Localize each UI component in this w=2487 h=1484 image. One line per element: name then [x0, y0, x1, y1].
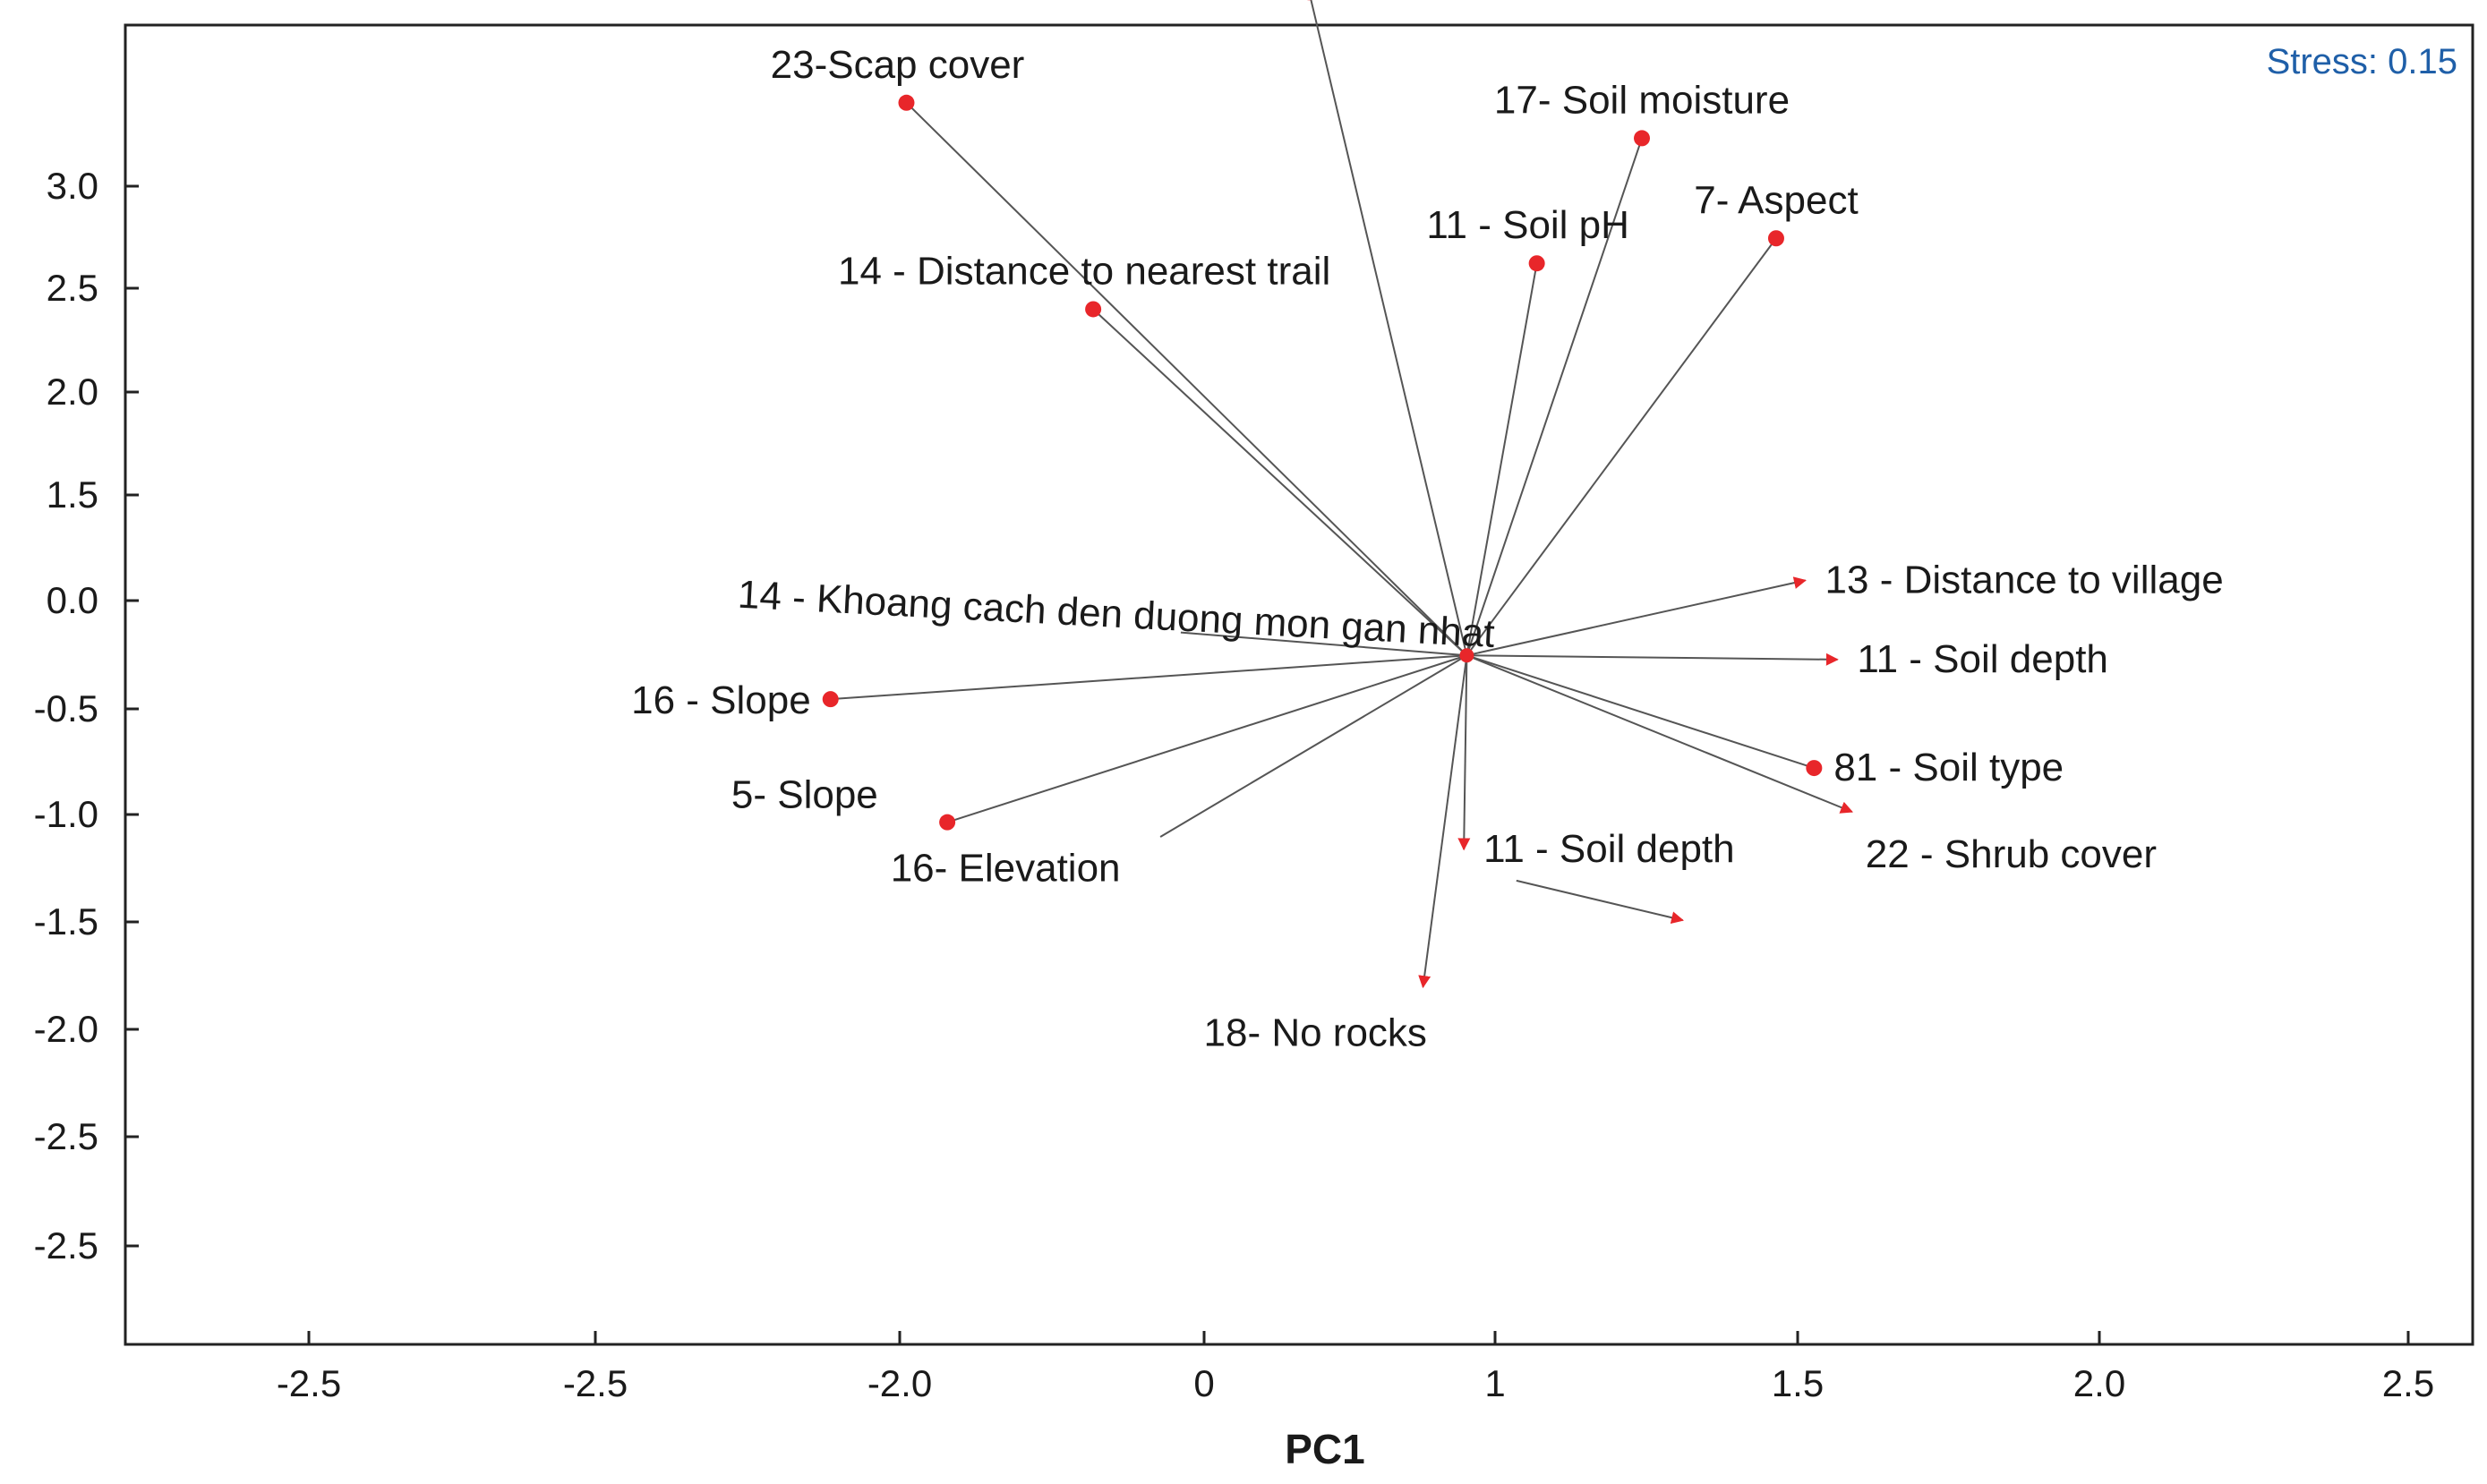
vector-label: 14 - Distance to nearest trail [838, 249, 1330, 293]
vector-line [1466, 654, 1815, 770]
vector-line [905, 102, 1468, 656]
vector-point [1634, 130, 1650, 147]
y-tick-label: -2.0 [34, 1008, 98, 1050]
vector-point [1085, 301, 1102, 318]
vector-label: 7- Aspect [1694, 178, 1858, 222]
y-axis-ticks: 3.0 2.5 2.0 1.5 0.0 -0.5 -1.0 -1.5 -2.0 -2.5 -2.5 [34, 165, 139, 1267]
vector-label: 18- No rocks [1204, 1011, 1427, 1055]
vector-label: 81 - Soil type [1833, 746, 2064, 789]
x-axis-title: PC1 [1285, 1426, 1364, 1472]
y-tick-label: -0.5 [34, 687, 98, 729]
x-axis-ticks: -2.5 -2.5 -2.0 0 1 1.5 2.0 2.5 [277, 1331, 2434, 1404]
vector-line [1466, 654, 1854, 814]
vector-label: 23-Scap cover [771, 43, 1025, 87]
stress-label: Stress: 0.15 [2267, 42, 2457, 81]
vector-label: 13 - Distance to village [1825, 558, 2224, 601]
vector-point [898, 94, 915, 111]
x-tick-label: -2.5 [563, 1362, 628, 1404]
vector-point [822, 691, 839, 708]
vector-line [830, 654, 1467, 701]
vector-line [1092, 308, 1468, 656]
vector-label: 17- Soil moisture [1494, 78, 1790, 122]
y-tick-label: 0.0 [47, 579, 98, 621]
y-tick-label: -1.0 [34, 793, 98, 835]
y-tick-label: -1.5 [34, 900, 98, 942]
x-tick-label: 1.5 [1772, 1362, 1824, 1404]
vector-line [946, 654, 1467, 823]
y-tick-label: 2.5 [47, 267, 98, 309]
x-tick-label: -2.5 [277, 1362, 341, 1404]
vector-line [1310, 0, 1468, 656]
origin-point [1459, 648, 1474, 663]
vector-line [1466, 138, 1643, 656]
x-tick-label: 2.0 [2073, 1362, 2125, 1404]
pointer-line [1159, 654, 1467, 838]
vector-line [1466, 576, 1807, 657]
vector-label: 16 - Slope [631, 678, 811, 722]
vector-point [1767, 230, 1784, 247]
vector-line [1466, 263, 1538, 656]
vector-label: 11 - Soil depth [1857, 637, 2107, 681]
x-tick-label: -2.0 [867, 1362, 932, 1404]
free-label: 5- Slope [731, 772, 878, 816]
y-tick-label: 2.0 [47, 371, 98, 413]
vector-line [1466, 652, 1839, 666]
vector-label: 11 - Soil depth [1483, 827, 1734, 871]
vector-line [1418, 655, 1468, 989]
y-tick-label: -2.5 [34, 1224, 98, 1267]
vector-label: 11 - Soil pH [1426, 203, 1629, 247]
vector-point [939, 814, 956, 831]
pointer-arrow [1516, 879, 1685, 925]
vector-point [1528, 255, 1545, 272]
x-tick-label: 1 [1484, 1362, 1505, 1404]
vector-point [1806, 760, 1823, 777]
vector-line [1466, 237, 1777, 656]
vector-lines [830, 0, 1854, 989]
y-tick-label: -2.5 [34, 1115, 98, 1157]
vector-label: 22 - Shrub cover [1866, 832, 2157, 876]
y-tick-label: 3.0 [47, 165, 98, 207]
pointer-line [1180, 631, 1467, 657]
x-tick-label: 2.5 [2382, 1362, 2434, 1404]
vector-label: 16- Elevation [891, 847, 1121, 891]
vector-markers [822, 0, 1823, 831]
x-tick-label: 0 [1193, 1362, 1214, 1404]
plot-frame [124, 23, 2474, 1346]
y-tick-label: 1.5 [47, 473, 98, 516]
vector-line [1457, 655, 1471, 851]
free-label: 14 - Khoang cach den duong mon gan nhat [737, 573, 1496, 656]
